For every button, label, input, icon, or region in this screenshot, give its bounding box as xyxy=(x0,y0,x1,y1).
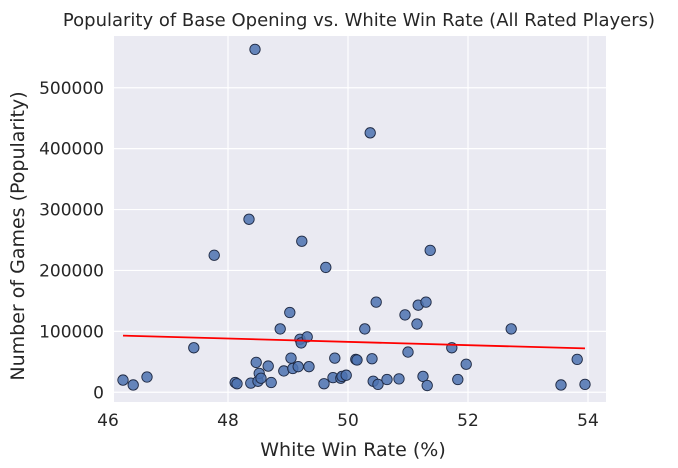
data-point xyxy=(285,352,297,364)
data-point xyxy=(318,378,330,390)
data-point xyxy=(274,323,286,335)
data-point xyxy=(571,353,583,366)
data-point xyxy=(372,378,384,390)
x-tick-label: 48 xyxy=(217,411,239,431)
data-point xyxy=(188,342,200,354)
x-tick-label: 50 xyxy=(337,411,359,431)
y-tick-label: 400000 xyxy=(39,140,104,160)
x-axis-label: White Win Rate (%) xyxy=(260,439,446,461)
data-point xyxy=(359,323,371,335)
data-point xyxy=(320,261,332,274)
data-point xyxy=(303,361,315,373)
data-point xyxy=(424,244,436,257)
data-point xyxy=(411,318,423,330)
data-point xyxy=(296,235,308,247)
data-point xyxy=(417,370,429,383)
data-points xyxy=(117,43,591,392)
data-point xyxy=(262,360,274,372)
data-point xyxy=(460,358,472,370)
x-tick-label: 54 xyxy=(577,411,599,431)
y-tick-labels: 0 100000 200000 300000 400000 500000 xyxy=(39,79,104,403)
data-point xyxy=(555,379,567,391)
data-point xyxy=(117,374,129,386)
x-tick-labels: 46 48 50 52 54 xyxy=(97,411,599,431)
x-tick-label: 46 xyxy=(97,411,119,431)
data-point xyxy=(351,354,363,366)
data-point xyxy=(364,127,376,139)
grid-lines xyxy=(107,36,606,402)
data-point xyxy=(393,373,405,385)
x-tick-label: 52 xyxy=(457,411,479,431)
data-point xyxy=(249,43,261,56)
data-point xyxy=(284,306,296,319)
chart-title: Popularity of Base Opening vs. White Win… xyxy=(63,10,655,31)
y-tick-label: 0 xyxy=(93,383,104,403)
trend-line xyxy=(122,334,586,350)
data-point xyxy=(421,379,433,392)
data-point xyxy=(402,346,414,358)
data-point xyxy=(127,379,139,391)
data-point xyxy=(243,213,255,225)
y-tick-label: 500000 xyxy=(39,79,104,99)
y-tick-label: 200000 xyxy=(39,261,104,281)
data-point xyxy=(231,378,243,390)
data-point xyxy=(340,369,352,381)
data-point xyxy=(250,356,262,369)
y-axis-label: Number of Games (Popularity) xyxy=(7,91,29,380)
data-point xyxy=(579,378,591,390)
data-point xyxy=(208,249,220,261)
plot-area xyxy=(114,36,606,402)
data-point xyxy=(366,353,378,365)
data-point xyxy=(370,296,382,308)
data-point xyxy=(292,361,304,373)
data-point xyxy=(329,352,341,364)
data-point xyxy=(420,296,432,308)
data-point xyxy=(265,376,277,389)
trend-line-group xyxy=(122,334,586,350)
data-point xyxy=(301,331,313,343)
y-tick-label: 100000 xyxy=(39,322,104,342)
data-point xyxy=(381,373,393,386)
y-tick-label: 300000 xyxy=(39,201,104,221)
data-point xyxy=(505,323,517,335)
data-point xyxy=(452,373,464,386)
data-point xyxy=(399,309,411,321)
data-point xyxy=(255,372,267,384)
data-point xyxy=(141,371,153,383)
